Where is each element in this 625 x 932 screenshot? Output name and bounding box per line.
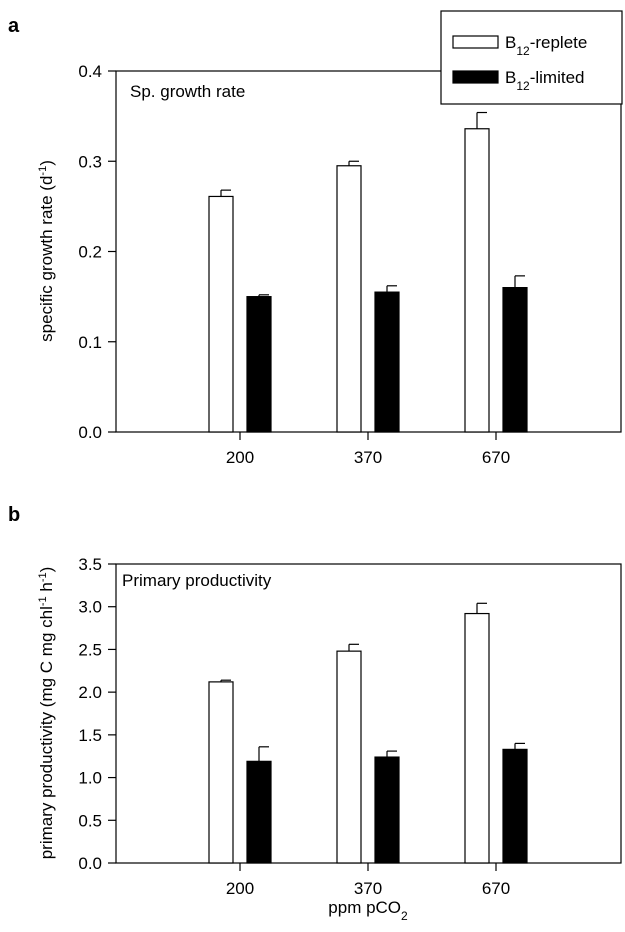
bar-limited-370 — [374, 291, 400, 433]
panel-a-bars — [208, 111, 528, 433]
panel-a-frame — [115, 70, 622, 433]
legend-label-limited: B12-limited — [505, 68, 585, 93]
bar-limited-200 — [246, 760, 272, 864]
bar-limited-370 — [374, 756, 400, 864]
panel-b-x-axis-label: ppm pCO2 — [328, 898, 408, 923]
legend-swatch-replete — [452, 35, 499, 49]
y-tick-label: 2.5 — [78, 640, 102, 659]
x-tick-label: 200 — [226, 879, 254, 898]
panel-b-letter: b — [8, 504, 20, 526]
bar-replete-200 — [208, 681, 234, 864]
bar-replete-370 — [336, 165, 362, 433]
panel-b-y-axis: 0.0 0.5 1.0 1.5 2.0 2.5 3.0 3.5 — [78, 555, 116, 873]
legend-swatch-limited — [452, 70, 499, 84]
panel-a-title: Sp. growth rate — [130, 82, 245, 101]
y-tick-label: 0.0 — [78, 854, 102, 873]
x-tick-label: 370 — [354, 448, 382, 467]
x-tick-label: 670 — [482, 879, 510, 898]
y-tick-label: 2.0 — [78, 683, 102, 702]
y-tick-label: 0.1 — [78, 333, 102, 352]
bar-replete-200 — [208, 195, 234, 433]
y-tick-label: 3.5 — [78, 555, 102, 574]
panel-b: b Primary productivity 0.0 0.5 1.0 1.5 2.0 2.… — [8, 504, 622, 923]
bar-limited-670 — [502, 748, 528, 864]
panel-a-y-axis-label: specific growth rate (d-1) — [37, 160, 56, 342]
y-tick-label: 0.0 — [78, 423, 102, 442]
panel-b-bars — [208, 602, 528, 864]
panel-a-letter: a — [8, 15, 20, 37]
legend-label-replete: B12-replete — [505, 33, 587, 58]
x-tick-label: 670 — [482, 448, 510, 467]
panel-a: a Sp. growth rate 0.0 0.1 0.2 0.3 0.4 200 370… — [8, 15, 622, 467]
legend-box — [440, 10, 623, 105]
bar-replete-370 — [336, 650, 362, 864]
y-tick-label: 1.5 — [78, 726, 102, 745]
bar-replete-670 — [464, 128, 490, 433]
bar-replete-670 — [464, 612, 490, 864]
y-tick-label: 3.0 — [78, 598, 102, 617]
y-tick-label: 0.3 — [78, 152, 102, 171]
bar-limited-670 — [502, 287, 528, 433]
y-tick-label: 0.5 — [78, 811, 102, 830]
panel-b-x-axis: 200 370 670 — [226, 863, 510, 898]
y-tick-label: 0.4 — [78, 62, 102, 81]
y-tick-label: 1.0 — [78, 769, 102, 788]
y-tick-label: 0.2 — [78, 243, 102, 262]
panel-b-y-axis-label: primary productivity (mg C mg chl-1 h-1) — [37, 567, 56, 860]
panel-a-y-axis: 0.0 0.1 0.2 0.3 0.4 — [78, 62, 116, 442]
x-tick-label: 370 — [354, 879, 382, 898]
bar-limited-200 — [246, 296, 272, 433]
legend: B12-replete B12-limited — [440, 10, 623, 105]
panel-a-x-axis: 200 370 670 — [226, 432, 510, 467]
panel-b-title: Primary productivity — [122, 571, 272, 590]
panel-b-frame — [115, 563, 622, 864]
x-tick-label: 200 — [226, 448, 254, 467]
